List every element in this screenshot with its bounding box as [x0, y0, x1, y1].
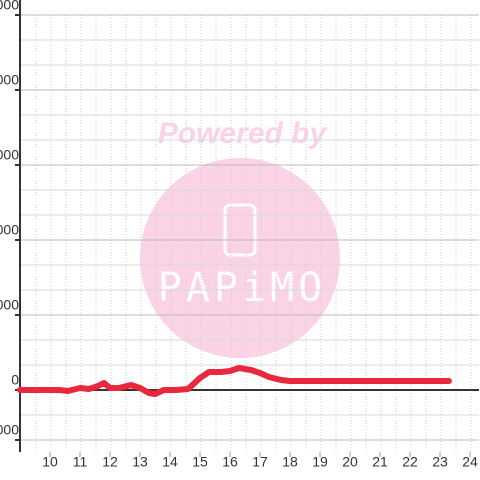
- y-tick-label: 150,000: [0, 0, 19, 13]
- x-tick-label: 16: [222, 454, 238, 470]
- y-tick-label: -20,000: [0, 422, 19, 438]
- x-tick-label: 19: [312, 454, 328, 470]
- x-tick-label: 12: [102, 454, 118, 470]
- x-tick-label: 17: [252, 454, 268, 470]
- y-tick-label: 0: [11, 372, 19, 388]
- x-tick-label: 24: [462, 454, 478, 470]
- watermark-icon: [223, 203, 257, 257]
- x-tick-label: 11: [73, 454, 88, 470]
- y-tick-label: 120,000: [0, 72, 19, 88]
- x-tick-label: 14: [162, 454, 178, 470]
- x-tick-label: 18: [282, 454, 298, 470]
- x-tick-label: 15: [192, 454, 208, 470]
- y-tick-label: 90,000: [0, 147, 19, 163]
- watermark-text: PAPiMO: [158, 265, 327, 311]
- x-tick-label: 21: [372, 454, 388, 470]
- x-tick-label: 13: [132, 454, 148, 470]
- x-tick-label: 20: [342, 454, 358, 470]
- y-tick-label: 30,000: [0, 297, 19, 313]
- x-tick-label: 22: [402, 454, 418, 470]
- y-tick-label: 60,000: [0, 222, 19, 238]
- series-line: [17, 365, 452, 397]
- watermark-text: Powered by: [158, 117, 328, 150]
- watermark-circle: [140, 158, 340, 358]
- x-tick-label: 10: [42, 454, 58, 470]
- x-tick-label: 23: [432, 454, 448, 470]
